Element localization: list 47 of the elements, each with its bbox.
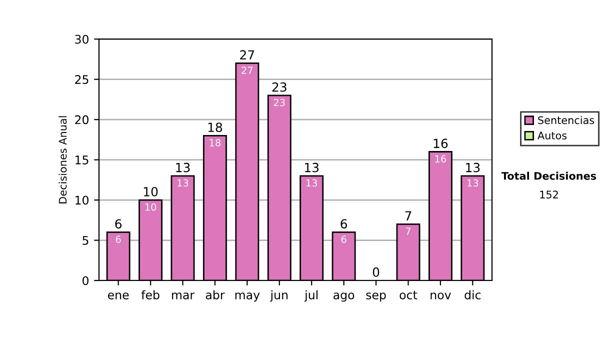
data-label: 6 [116, 236, 121, 243]
legend-label: Sentencias [538, 116, 594, 124]
x-tick-label: may [235, 292, 260, 302]
x-tick-label: dic [464, 290, 481, 300]
y-tick-label: 20 [75, 115, 88, 124]
total-label: 23 [272, 82, 286, 92]
data-label: 10 [145, 203, 156, 211]
y-tick-label: 30 [75, 34, 88, 44]
x-tick-label: nov [430, 292, 451, 300]
x-tick-label: mar [172, 292, 195, 300]
total-label: 16 [434, 138, 448, 148]
x-tick-label: jun [270, 290, 288, 302]
total-label: 13 [176, 162, 190, 172]
total-label: 6 [340, 219, 348, 229]
x-tick-label: sep [366, 292, 386, 302]
text: Total Decisiones [501, 172, 596, 180]
y-tick-label: 10 [76, 196, 88, 205]
total-label: 13 [305, 162, 319, 172]
total-label: 13 [466, 162, 480, 172]
data-label: 13 [178, 179, 188, 187]
y-tick-label: 5 [82, 236, 88, 245]
text: 152 [540, 190, 558, 199]
data-label: 18 [210, 139, 220, 146]
data-label: 7 [406, 228, 411, 235]
data-label: 16 [435, 155, 446, 162]
total-label: 10 [144, 186, 158, 196]
total-label: 7 [405, 211, 412, 220]
y-axis-title: Decisiones Anual [58, 116, 67, 204]
y-tick-label: 15 [76, 156, 88, 164]
x-tick-label: jul [304, 290, 318, 302]
total-label: 18 [208, 122, 222, 132]
y-tick-label: 0 [82, 276, 88, 286]
total-label: 6 [115, 219, 122, 229]
data-label: 6 [341, 236, 346, 243]
data-label: 13 [468, 179, 478, 187]
x-tick-label: ago [334, 292, 354, 302]
total-label: 0 [372, 267, 380, 277]
x-tick-label: feb [141, 290, 160, 300]
x-tick-label: ene [108, 292, 129, 300]
x-tick-label: oct [400, 290, 418, 300]
data-label: 27 [242, 66, 253, 74]
data-label: 23 [274, 98, 285, 106]
total-label: 27 [240, 50, 254, 60]
x-tick-label: abr [206, 290, 225, 300]
legend-label: Autos [538, 132, 567, 140]
data-label: 13 [306, 179, 318, 187]
y-tick-label: 25 [75, 75, 88, 84]
